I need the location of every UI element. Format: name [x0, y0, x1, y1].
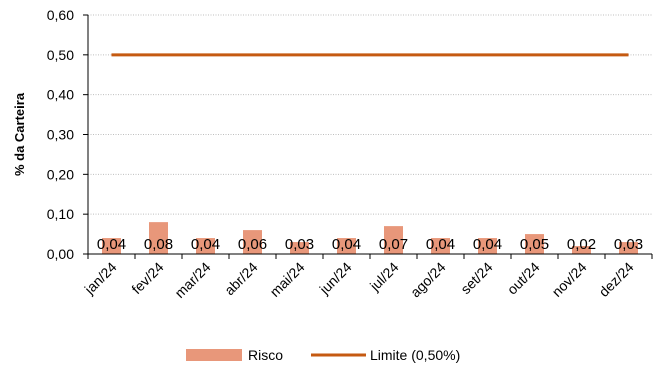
x-tick-label: jan/24	[81, 259, 120, 298]
x-tick-label: dez/24	[596, 259, 637, 300]
bar-risco	[619, 242, 638, 254]
y-tick-label: 0,20	[47, 166, 74, 182]
x-tick-label: nov/24	[549, 259, 590, 300]
bar-risco	[102, 238, 121, 254]
x-tick-label: mai/24	[267, 259, 308, 300]
y-tick-label: 0,60	[47, 7, 74, 23]
x-tick-label: set/24	[457, 259, 495, 297]
bar-data-label: 0,02	[567, 236, 596, 253]
bar-data-label: 0,05	[520, 236, 549, 253]
data-labels: 0,04 0,08 0,04 0,06 0,03 0,04 0,07 0,04 0,04 0,05…	[97, 236, 643, 253]
x-tick-label: jun/24	[316, 259, 355, 298]
legend-label-limite: Limite (0,50%)	[370, 347, 460, 363]
x-tick-labels: jan/24 fev/24 mar/24 abr/24 mai/24 jun/24 jul/…	[81, 259, 637, 301]
bar-data-label: 0,04	[97, 236, 126, 253]
y-tick-label: 0,50	[47, 47, 74, 63]
legend-swatch-risco	[186, 349, 242, 361]
bar-data-label: 0,04	[473, 236, 502, 253]
bar-data-label: 0,07	[379, 236, 408, 253]
y-tick-label: 0,10	[47, 206, 74, 222]
bar-data-label: 0,06	[238, 236, 267, 253]
axes	[83, 14, 653, 259]
grid-lines	[88, 14, 652, 215]
y-tick-label: 0,40	[47, 87, 74, 103]
bar-risco	[572, 246, 591, 254]
y-axis-title: % da Carteira	[12, 92, 27, 176]
bar-data-label: 0,04	[191, 236, 220, 253]
bar-data-label: 0,04	[332, 236, 361, 253]
bar-risco	[196, 238, 215, 254]
bar-risco	[384, 226, 403, 254]
x-tick-label: mar/24	[171, 259, 213, 301]
x-tick-label: fev/24	[128, 259, 166, 297]
bar-risco	[243, 230, 262, 254]
bar-data-label: 0,03	[614, 236, 643, 253]
bar-risco	[431, 238, 450, 254]
x-tick-label: out/24	[504, 259, 543, 298]
y-tick-labels: 0,00 0,10 0,20 0,30 0,40 0,50 0,60	[47, 7, 74, 262]
bar-data-label: 0,04	[426, 236, 455, 253]
y-tick-label: 0,30	[47, 127, 74, 143]
bar-risco	[525, 234, 544, 254]
x-tick-label: ago/24	[407, 259, 449, 301]
bar-risco	[290, 242, 309, 254]
bar-series	[102, 222, 638, 254]
x-tick-label: abr/24	[221, 259, 261, 299]
bar-risco	[149, 222, 168, 254]
y-tick-label: 0,00	[47, 246, 74, 262]
bar-data-label: 0,03	[285, 236, 314, 253]
bar-risco	[337, 238, 356, 254]
legend-label-risco: Risco	[248, 347, 283, 363]
x-tick-label: jul/24	[366, 259, 402, 295]
bar-data-label: 0,08	[144, 236, 173, 253]
legend: Risco Limite (0,50%)	[186, 347, 460, 363]
bar-risco	[478, 238, 497, 254]
